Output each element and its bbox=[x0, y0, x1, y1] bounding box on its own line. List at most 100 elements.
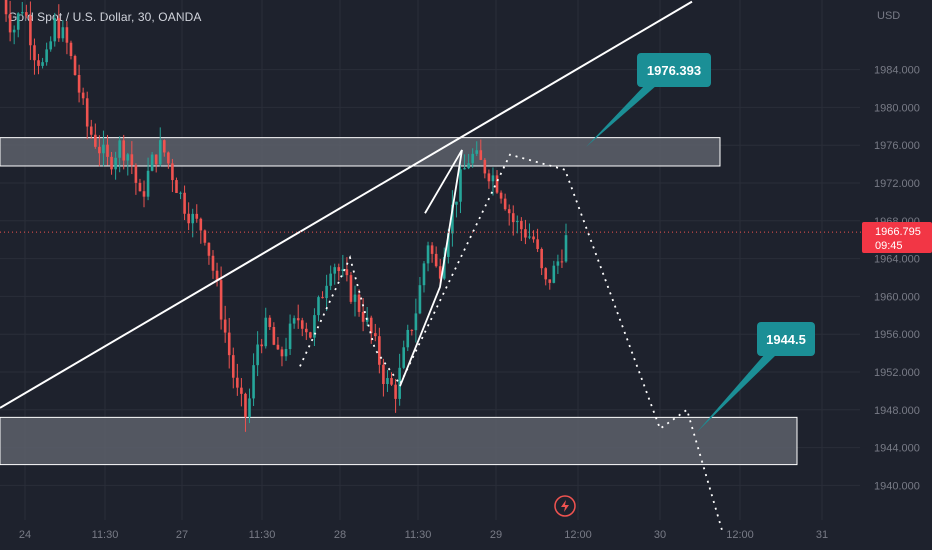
last-price-tag: 1966.795 09:45 bbox=[862, 222, 932, 253]
candle-body bbox=[146, 170, 150, 197]
candle-body bbox=[378, 336, 381, 365]
candle-body bbox=[483, 159, 487, 174]
candle-body bbox=[438, 266, 442, 279]
candle-body bbox=[292, 318, 296, 324]
callout-pointer bbox=[586, 85, 657, 147]
candle-body bbox=[511, 213, 515, 223]
currency-label: USD bbox=[877, 10, 900, 22]
projection-path bbox=[299, 153, 724, 534]
drawing-lines bbox=[0, 0, 724, 534]
candle-body bbox=[507, 209, 511, 214]
candle-body bbox=[288, 323, 292, 350]
x-tick-label: 28 bbox=[334, 529, 346, 541]
candle-body bbox=[410, 329, 414, 331]
candle-body bbox=[333, 267, 337, 274]
candle-body bbox=[313, 315, 316, 338]
candle-body bbox=[499, 192, 503, 199]
time-axis: 24 11:30 27 11:30 28 11:30 29 12:00 30 12:00 31 bbox=[19, 529, 828, 541]
callout-pointer bbox=[697, 354, 777, 432]
candle-body bbox=[102, 144, 105, 154]
candle-body bbox=[487, 173, 491, 182]
candle-body bbox=[199, 218, 203, 231]
candle-body bbox=[516, 220, 519, 223]
candle-body bbox=[73, 56, 77, 76]
candle-body bbox=[29, 15, 32, 46]
candle-body bbox=[98, 146, 101, 154]
candle-body bbox=[183, 192, 186, 214]
candle-body bbox=[167, 152, 170, 164]
candle-body bbox=[244, 393, 247, 418]
wave-line-solid bbox=[399, 149, 463, 387]
candle-body bbox=[305, 328, 308, 333]
callout-label: 1944.5 bbox=[766, 332, 806, 347]
candle-body bbox=[325, 285, 328, 299]
candle-body bbox=[451, 204, 454, 234]
y-tick-label: 1984.000 bbox=[874, 65, 920, 77]
candle-body bbox=[540, 248, 543, 269]
candle-body bbox=[223, 319, 227, 333]
candle-body bbox=[49, 41, 52, 50]
candle-body bbox=[491, 175, 495, 182]
candle-body bbox=[386, 378, 389, 384]
candle-body bbox=[106, 144, 109, 157]
candle-body bbox=[219, 280, 223, 320]
candle-body bbox=[309, 332, 312, 338]
candle-body bbox=[45, 49, 48, 63]
callout-label: 1976.393 bbox=[647, 63, 701, 78]
candle-body bbox=[41, 62, 44, 66]
candle-body bbox=[422, 263, 426, 286]
y-tick-label: 1972.000 bbox=[874, 178, 920, 190]
candle-body bbox=[276, 344, 280, 350]
callout-1: 1944.5 bbox=[697, 322, 815, 432]
candle-body bbox=[548, 279, 552, 283]
lightning-icon bbox=[554, 495, 576, 517]
y-tick-label: 1940.000 bbox=[874, 480, 920, 492]
candle-body bbox=[81, 92, 85, 99]
candle-body bbox=[475, 150, 479, 154]
candle-body bbox=[57, 18, 61, 39]
candle-body bbox=[61, 27, 65, 39]
candle-body bbox=[398, 367, 401, 399]
candle-body bbox=[53, 18, 57, 42]
candle-body bbox=[260, 344, 263, 347]
candle-body bbox=[434, 253, 438, 267]
candle-body bbox=[532, 236, 535, 240]
y-tick-label: 1964.000 bbox=[874, 254, 920, 266]
candle-body bbox=[414, 313, 418, 331]
x-tick-label: 27 bbox=[176, 529, 188, 541]
candle-body bbox=[479, 150, 483, 160]
candle-body bbox=[126, 154, 130, 161]
x-tick-label: 11:30 bbox=[92, 529, 119, 541]
candle-body bbox=[365, 317, 369, 322]
candle-body bbox=[426, 245, 430, 264]
candle-body bbox=[264, 317, 268, 347]
callouts: 1976.393 1944.5 bbox=[586, 53, 815, 432]
candle-body bbox=[16, 13, 20, 30]
candle-body bbox=[463, 168, 466, 170]
candle-body bbox=[284, 349, 288, 357]
x-tick-label: 29 bbox=[490, 529, 502, 541]
candle-body bbox=[520, 220, 523, 230]
candle-body bbox=[33, 45, 36, 61]
y-tick-label: 1976.000 bbox=[874, 140, 920, 152]
candle-body bbox=[471, 153, 474, 164]
candle-body bbox=[329, 273, 332, 286]
candle-body bbox=[373, 333, 377, 337]
candle-body bbox=[442, 256, 446, 279]
last-price-label: 1966.795 bbox=[875, 226, 921, 238]
candle-body bbox=[353, 294, 357, 302]
candle-body bbox=[215, 270, 219, 281]
candle-body bbox=[114, 157, 117, 170]
candle-body bbox=[455, 201, 458, 205]
candle-body bbox=[296, 318, 300, 321]
x-tick-label: 11:30 bbox=[405, 529, 432, 541]
callout-box bbox=[757, 322, 815, 356]
callout-0: 1976.393 bbox=[586, 53, 711, 147]
candle-body bbox=[163, 140, 166, 153]
candle-body bbox=[179, 192, 182, 194]
candle-body bbox=[12, 29, 16, 33]
candle-body bbox=[203, 230, 207, 243]
candle-body bbox=[321, 297, 324, 299]
support-zone bbox=[0, 416, 798, 466]
